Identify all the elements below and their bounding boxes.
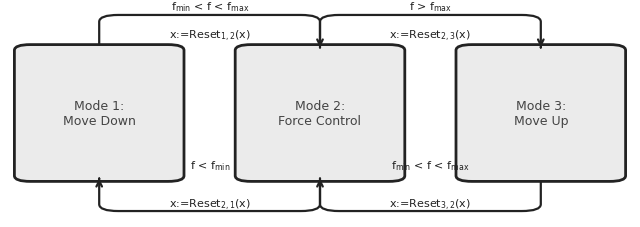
FancyBboxPatch shape — [456, 45, 625, 182]
FancyBboxPatch shape — [236, 45, 405, 182]
Text: f$_\mathregular{min}$ < f < f$_\mathregular{max}$: f$_\mathregular{min}$ < f < f$_\mathregu… — [391, 159, 469, 173]
Text: x:=Reset$_\mathregular{1,2}$(x): x:=Reset$_\mathregular{1,2}$(x) — [169, 29, 251, 44]
Text: x:=Reset$_\mathregular{3,2}$(x): x:=Reset$_\mathregular{3,2}$(x) — [389, 197, 471, 212]
Text: x:=Reset$_\mathregular{2,1}$(x): x:=Reset$_\mathregular{2,1}$(x) — [169, 197, 251, 212]
Text: Mode 1:
Move Down: Mode 1: Move Down — [63, 100, 136, 127]
Text: Mode 2:
Force Control: Mode 2: Force Control — [278, 100, 362, 127]
Text: x:=Reset$_\mathregular{2,3}$(x): x:=Reset$_\mathregular{2,3}$(x) — [389, 29, 471, 44]
FancyBboxPatch shape — [14, 45, 184, 182]
Text: f < f$_\mathregular{min}$: f < f$_\mathregular{min}$ — [189, 159, 230, 173]
Text: f$_\mathregular{min}$ < f < f$_\mathregular{max}$: f$_\mathregular{min}$ < f < f$_\mathregu… — [171, 0, 249, 14]
Text: f > f$_\mathregular{max}$: f > f$_\mathregular{max}$ — [408, 0, 452, 14]
Text: Mode 3:
Move Up: Mode 3: Move Up — [513, 100, 568, 127]
